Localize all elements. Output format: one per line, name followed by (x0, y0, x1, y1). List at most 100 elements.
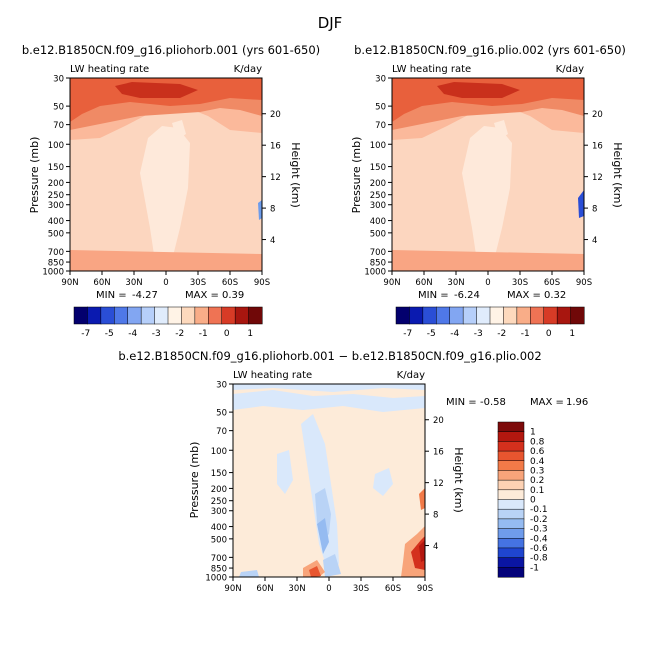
panel-2-colorbar: -7 -5 -4 -3 -2 -1 0 1 (395, 306, 585, 339)
colorbar-label: -3 (152, 329, 161, 339)
colorbar-box (436, 306, 451, 325)
y-tick-label: 200 (211, 485, 227, 495)
y-tick-label: 30 (53, 75, 64, 85)
panel-3-title: b.e12.B1850CN.f09_g16.pliohorb.001 − b.e… (118, 349, 541, 363)
y-tick-label: 850 (48, 259, 64, 269)
colorbar-label: -4 (450, 329, 459, 339)
colorbar-label: -0.2 (530, 515, 548, 525)
colorbar-box (497, 528, 525, 539)
colorbar-label: 1 (530, 428, 536, 438)
y-tick-label: 300 (370, 201, 386, 211)
colorbar-label: 1 (247, 329, 253, 339)
field-upper-core (115, 82, 198, 98)
y-tick-label: 400 (211, 523, 227, 533)
panel-2-right-label: K/day (556, 64, 584, 75)
y2-tick-label: 20 (592, 110, 603, 120)
x-tick-label: 30S (190, 278, 206, 288)
y-tick-label: 200 (48, 179, 64, 189)
colorbar-box (497, 450, 525, 462)
panel-3-field (233, 384, 425, 577)
y-tick-label: 150 (211, 469, 227, 479)
colorbar-label: 0.8 (530, 437, 545, 447)
y2-tick-label: 8 (592, 205, 597, 215)
field-blue-lower-core (317, 518, 329, 554)
panel-1-min-value: -4.27 (132, 290, 158, 301)
colorbar-box (497, 489, 525, 501)
y-tick-label: 1000 (364, 268, 386, 278)
colorbar-box (140, 306, 156, 325)
field-lower-strip (70, 250, 262, 271)
y-tick-label: 30 (375, 75, 386, 85)
panel-3-max-label: MAX = (530, 397, 564, 408)
y2-tick-label: 4 (592, 236, 597, 246)
y-tick-label: 70 (375, 121, 386, 131)
colorbar-box (476, 306, 491, 325)
colorbar-label: 0 (224, 329, 230, 339)
y2-tick-label: 8 (270, 205, 275, 215)
panel-2-max-value: 0.32 (544, 290, 566, 301)
panel-1-y2label: Height (km) (289, 142, 302, 208)
colorbar-label: -0.4 (530, 534, 548, 544)
panel-3-left-label: LW heating rate (233, 370, 312, 381)
y2-tick-label: 4 (433, 542, 438, 552)
colorbar-box (462, 306, 478, 325)
panel-1-ylabel: Pressure (mb) (28, 137, 41, 214)
y-tick-label: 850 (370, 259, 386, 269)
colorbar-label: -7 (403, 329, 412, 339)
y2-tick-label: 20 (433, 416, 444, 426)
panel-1-colorbar: -7 -5 -4 -3 -2 -1 0 1 (73, 306, 263, 339)
colorbar-box (497, 518, 525, 530)
y-tick-label: 700 (370, 248, 386, 258)
y-tick-label: 150 (370, 163, 386, 173)
colorbar-box (497, 470, 525, 481)
colorbar-box (556, 306, 572, 325)
y-tick-label: 850 (211, 565, 227, 575)
colorbar-label: -1 (521, 329, 530, 339)
x-tick-label: 30N (447, 278, 464, 288)
colorbar-box (154, 306, 169, 325)
x-tick-label: 60S (385, 584, 401, 594)
figure-title: DJF (318, 14, 343, 32)
colorbar-box (497, 479, 525, 491)
colorbar-label: -5 (105, 329, 114, 339)
colorbar-label: -2 (497, 329, 506, 339)
field-pale-patch (172, 120, 186, 140)
panel-1: b.e12.B1850CN.f09_g16.pliohorb.001 (yrs … (22, 43, 320, 339)
panel-1-min-label: MIN = (96, 290, 127, 301)
y-tick-label: 50 (53, 103, 64, 113)
colorbar-label: 1 (569, 329, 575, 339)
colorbar-box (497, 431, 525, 442)
colorbar-box (516, 306, 531, 325)
x-tick-label: 60S (222, 278, 238, 288)
y-tick-label: 200 (370, 179, 386, 189)
colorbar-label: -1 (530, 563, 539, 573)
panel-1-max-value: 0.39 (222, 290, 244, 301)
panel-2-field (392, 78, 584, 271)
x-tick-label: 0 (326, 584, 331, 594)
colorbar-label: 0.2 (530, 476, 544, 486)
y2-tick-label: 20 (270, 110, 281, 120)
colorbar-box (114, 306, 129, 325)
panel-1-field (70, 78, 262, 271)
colorbar-box (489, 306, 504, 325)
colorbar-label: 0.3 (530, 466, 544, 476)
field-surface-blue (258, 200, 262, 220)
field-surface-blue (578, 190, 584, 218)
colorbar-label: 0.4 (530, 457, 545, 467)
panel-1-right-label: K/day (234, 64, 262, 75)
x-tick-label: 90N (224, 584, 241, 594)
panel-3-y2label: Height (km) (452, 447, 465, 513)
colorbar-label: 0 (530, 496, 536, 506)
field-surface-warm-left-core (309, 566, 321, 577)
colorbar-box (100, 306, 115, 325)
x-tick-label: 60N (415, 278, 432, 288)
colorbar-box (497, 441, 525, 452)
y-tick-label: 300 (48, 201, 64, 211)
colorbar-box (208, 306, 223, 325)
field-surface-blue-left (239, 570, 259, 577)
x-tick-label: 0 (163, 278, 168, 288)
y-tick-label: 400 (370, 217, 386, 227)
y-tick-label: 150 (48, 163, 64, 173)
